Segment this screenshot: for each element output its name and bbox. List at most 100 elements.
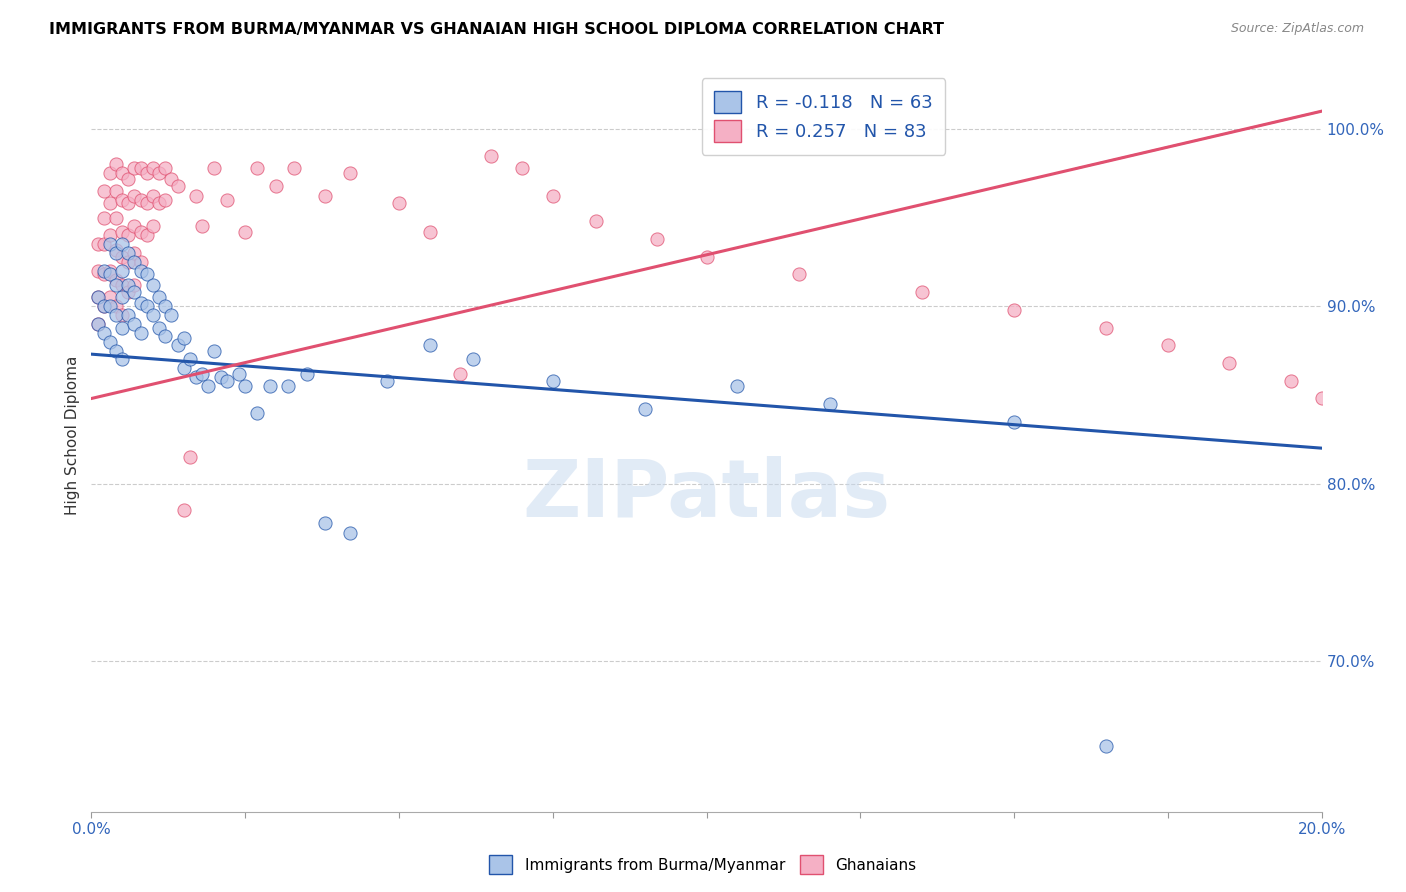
Point <box>124 246 146 260</box>
Point <box>153 299 177 313</box>
Point <box>339 166 361 180</box>
Point <box>105 211 127 225</box>
Point <box>135 299 157 313</box>
Point <box>129 264 152 278</box>
Point <box>215 193 238 207</box>
Point <box>283 161 305 175</box>
Point <box>93 184 115 198</box>
Point <box>339 526 361 541</box>
Point <box>111 264 134 278</box>
Point <box>179 450 201 464</box>
Point <box>117 246 139 260</box>
Point <box>142 161 165 175</box>
Point <box>93 268 115 282</box>
Point <box>93 264 115 278</box>
Point <box>202 343 225 358</box>
Text: IMMIGRANTS FROM BURMA/MYANMAR VS GHANAIAN HIGH SCHOOL DIPLOMA CORRELATION CHART: IMMIGRANTS FROM BURMA/MYANMAR VS GHANAIA… <box>49 22 945 37</box>
Point <box>135 166 157 180</box>
Point <box>98 228 121 243</box>
Point <box>135 268 157 282</box>
Point <box>1157 338 1180 352</box>
Point <box>148 166 170 180</box>
Point <box>129 326 152 340</box>
Point <box>541 374 564 388</box>
Point <box>129 225 152 239</box>
Legend: R = -0.118   N = 63, R = 0.257   N = 83: R = -0.118 N = 63, R = 0.257 N = 83 <box>702 78 945 155</box>
Point <box>124 285 146 299</box>
Point <box>86 317 108 331</box>
Point <box>111 352 134 367</box>
Point <box>264 178 287 193</box>
Point <box>419 225 441 239</box>
Point <box>117 308 139 322</box>
Y-axis label: High School Diploma: High School Diploma <box>65 355 80 515</box>
Point <box>173 503 195 517</box>
Point <box>124 277 146 292</box>
Point <box>93 211 115 225</box>
Point <box>1310 392 1333 406</box>
Point <box>111 166 134 180</box>
Point <box>233 379 256 393</box>
Point <box>93 237 115 252</box>
Point <box>117 228 139 243</box>
Point <box>117 255 139 269</box>
Point <box>510 161 533 175</box>
Point <box>277 379 299 393</box>
Point <box>111 250 134 264</box>
Point <box>111 290 134 304</box>
Point <box>124 161 146 175</box>
Point <box>179 352 201 367</box>
Point <box>86 237 108 252</box>
Point <box>1341 409 1364 424</box>
Point <box>388 196 411 211</box>
Point <box>111 193 134 207</box>
Point <box>233 225 256 239</box>
Point <box>911 285 934 299</box>
Point <box>124 255 146 269</box>
Point <box>142 219 165 234</box>
Point <box>129 255 152 269</box>
Point <box>105 343 127 358</box>
Point <box>93 326 115 340</box>
Text: ZIPatlas: ZIPatlas <box>523 456 890 534</box>
Point <box>246 161 269 175</box>
Point <box>228 367 250 381</box>
Point <box>135 196 157 211</box>
Point <box>105 277 127 292</box>
Point <box>461 352 484 367</box>
Point <box>1218 356 1240 370</box>
Point <box>124 189 146 203</box>
Point <box>142 189 165 203</box>
Point <box>105 299 127 313</box>
Point <box>98 264 121 278</box>
Point <box>153 329 177 343</box>
Point <box>259 379 281 393</box>
Point <box>479 148 502 162</box>
Point <box>153 161 177 175</box>
Point <box>215 374 238 388</box>
Point <box>173 361 195 376</box>
Point <box>295 367 318 381</box>
Point <box>86 290 108 304</box>
Point <box>202 161 225 175</box>
Point <box>197 379 219 393</box>
Point <box>111 320 134 334</box>
Point <box>166 338 188 352</box>
Point <box>93 299 115 313</box>
Point <box>375 374 398 388</box>
Point <box>129 161 152 175</box>
Point <box>98 166 121 180</box>
Point <box>111 308 134 322</box>
Point <box>117 196 139 211</box>
Point <box>129 193 152 207</box>
Point <box>634 402 657 417</box>
Point <box>111 225 134 239</box>
Point <box>725 379 748 393</box>
Point <box>93 299 115 313</box>
Point <box>1095 320 1118 334</box>
Point <box>148 290 170 304</box>
Point <box>191 367 214 381</box>
Point <box>98 268 121 282</box>
Point <box>105 184 127 198</box>
Point <box>1002 415 1025 429</box>
